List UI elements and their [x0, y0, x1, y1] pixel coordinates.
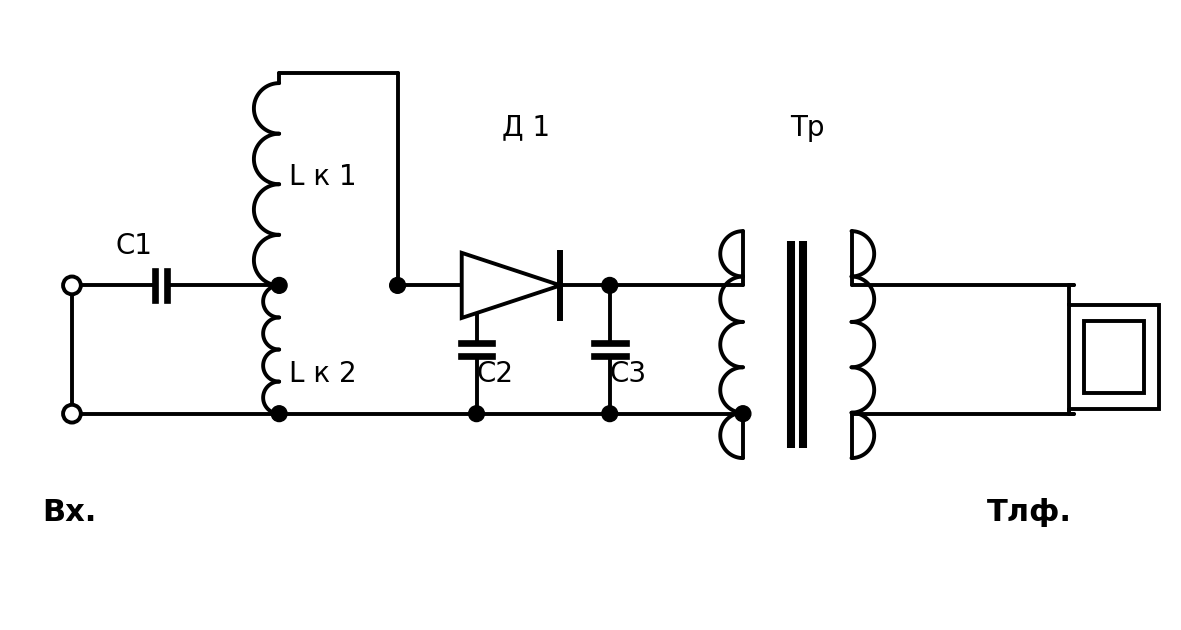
Circle shape	[63, 277, 80, 294]
Circle shape	[602, 406, 618, 421]
Text: Д 1: Д 1	[502, 113, 550, 142]
Circle shape	[469, 406, 484, 421]
Text: С2: С2	[476, 360, 514, 388]
Circle shape	[390, 277, 405, 294]
Circle shape	[602, 277, 618, 294]
Text: Тлф.: Тлф.	[986, 498, 1071, 527]
Circle shape	[63, 405, 80, 423]
Text: Вх.: Вх.	[43, 498, 97, 527]
Polygon shape	[462, 253, 561, 318]
Text: С1: С1	[116, 232, 152, 260]
Text: L к 2: L к 2	[289, 360, 357, 388]
Text: С3: С3	[609, 360, 647, 388]
Bar	[1069, 305, 1160, 409]
Circle shape	[272, 277, 287, 294]
Circle shape	[735, 406, 751, 421]
Text: L к 1: L к 1	[289, 163, 357, 191]
Bar	[1084, 321, 1143, 393]
Text: Тр: Тр	[790, 113, 824, 142]
Circle shape	[272, 406, 287, 421]
